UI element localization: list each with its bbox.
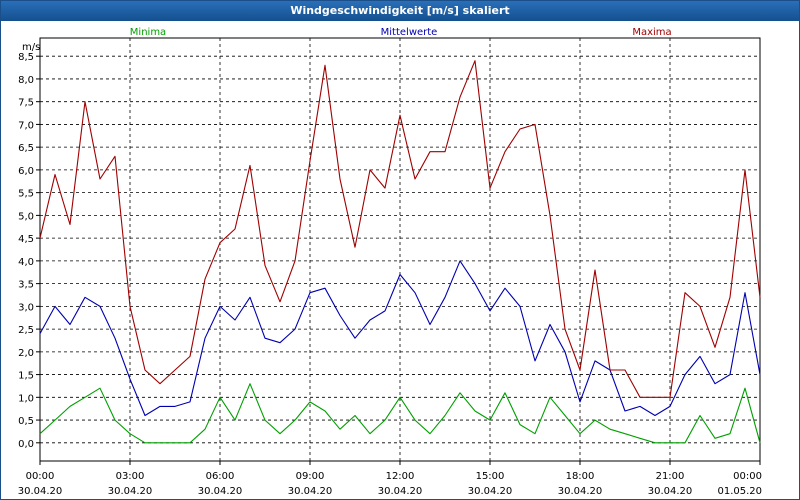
- legend-mittelwerte: Mittelwerte: [381, 27, 438, 38]
- x-tick-time: 09:00: [296, 471, 325, 482]
- y-tick-label: 8,5: [18, 52, 34, 63]
- x-tick-date: 30.04.20: [558, 486, 603, 497]
- x-tick-date: 30.04.20: [108, 486, 153, 497]
- y-tick-label: 1,5: [18, 371, 34, 382]
- y-tick-label: 2,0: [18, 348, 34, 359]
- y-tick-label: 6,5: [18, 143, 34, 154]
- series-line-minima: [39, 383, 761, 444]
- x-tick-date: 30.04.20: [648, 486, 693, 497]
- x-tick-date: 01.05.20: [717, 486, 762, 497]
- x-tick-time: 18:00: [566, 471, 595, 482]
- x-tick-date: 30.04.20: [468, 486, 513, 497]
- y-axis-ticks: 0,0 0,5 1,0 1,5 2,0 2,5 3,0 3,5 4,0 4,5 5,0 5,5 6,0 6…: [18, 52, 40, 450]
- y-tick-label: 2,5: [18, 325, 34, 336]
- y-tick-label: 3,0: [18, 302, 34, 313]
- x-tick-time: 03:00: [116, 471, 145, 482]
- chart-title: Windgeschwindigkeit [m/s] skaliert: [1, 1, 799, 21]
- legend-maxima: Maxima: [632, 27, 671, 38]
- y-axis-label: m/s: [22, 42, 40, 53]
- x-tick-time: 21:00: [656, 471, 685, 482]
- y-tick-label: 1,0: [18, 393, 34, 404]
- y-tick-label: 3,5: [18, 280, 34, 291]
- y-tick-label: 0,5: [18, 416, 34, 427]
- x-tick-date: 30.04.20: [198, 486, 243, 497]
- y-tick-label: 7,5: [18, 98, 34, 109]
- x-tick-time: 00:00: [733, 471, 762, 482]
- series-line-mittelwerte: [39, 260, 761, 417]
- x-tick-date: 30.04.20: [18, 486, 63, 497]
- series-lines: [39, 60, 761, 444]
- y-tick-label: 5,0: [18, 211, 34, 222]
- y-tick-label: 0,0: [18, 439, 34, 450]
- y-tick-label: 8,0: [18, 75, 34, 86]
- y-tick-label: 4,5: [18, 234, 34, 245]
- series-line-maxima: [39, 60, 761, 398]
- legend-minima: Minima: [130, 27, 166, 38]
- y-tick-label: 4,0: [18, 257, 34, 268]
- x-axis-ticks: 00:00 30.04.20 03:00 30.04.20 06:00 30.04.20 0…: [18, 461, 762, 497]
- x-tick-date: 30.04.20: [378, 486, 423, 497]
- y-tick-label: 6,0: [18, 166, 34, 177]
- y-tick-label: 7,0: [18, 120, 34, 131]
- x-tick-time: 15:00: [476, 471, 505, 482]
- y-tick-label: 5,5: [18, 189, 34, 200]
- x-tick-time: 00:00: [26, 471, 55, 482]
- grid: [40, 38, 760, 461]
- x-tick-time: 06:00: [206, 471, 235, 482]
- x-tick-time: 12:00: [386, 471, 415, 482]
- x-tick-date: 30.04.20: [288, 486, 333, 497]
